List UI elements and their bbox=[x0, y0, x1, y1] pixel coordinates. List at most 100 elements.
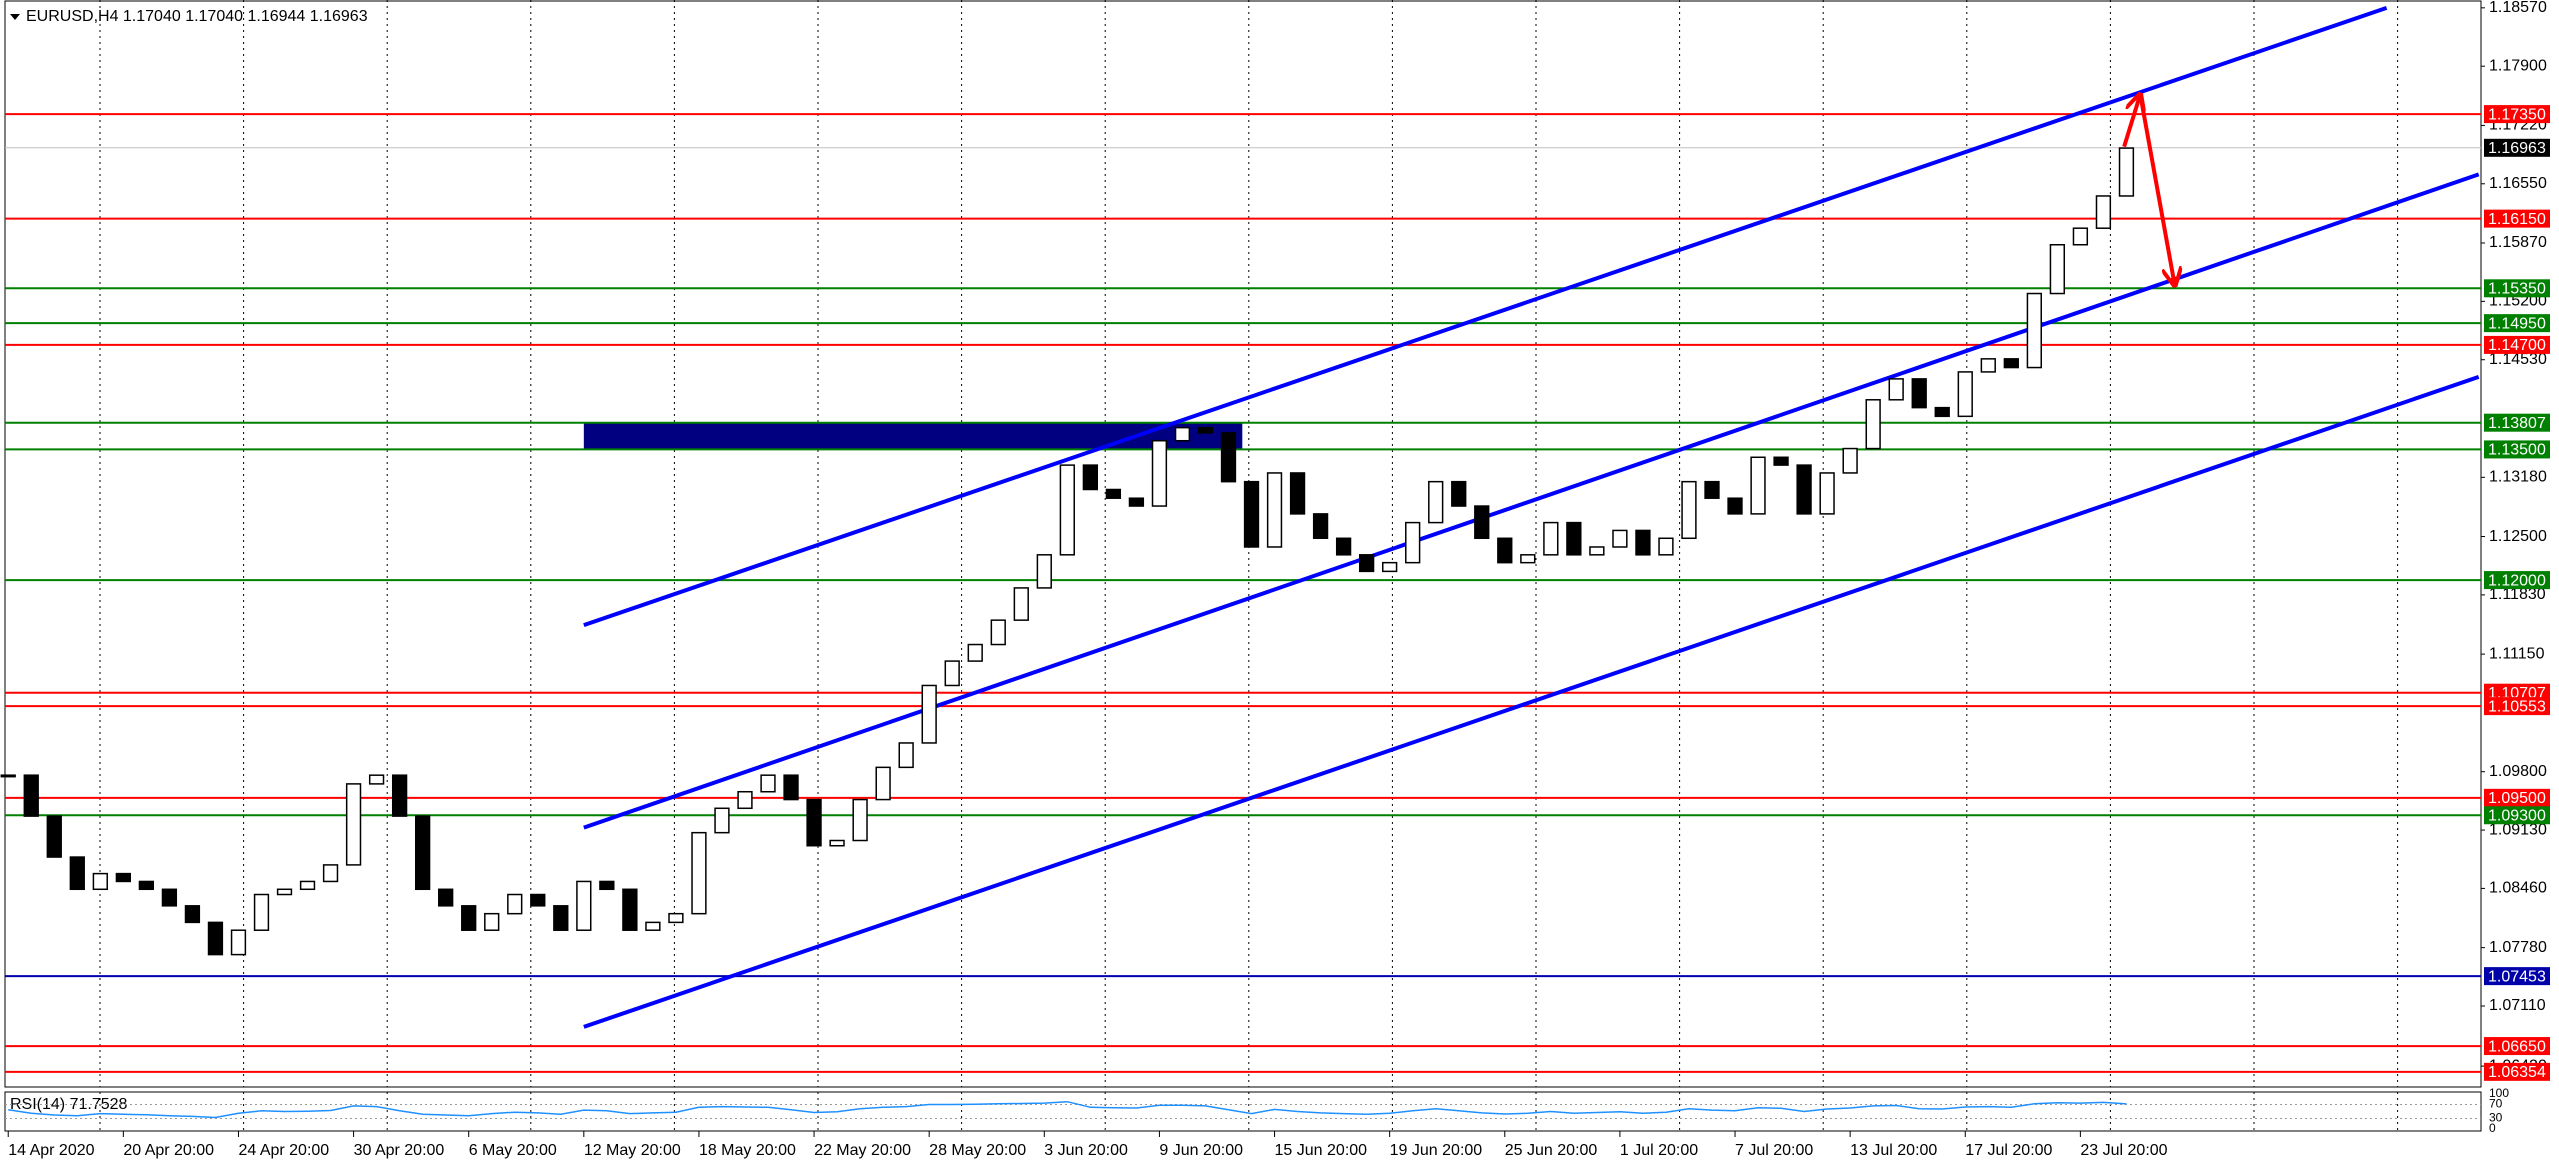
x-tick-label: 19 Jun 20:00 bbox=[1390, 1142, 1483, 1159]
candle bbox=[1405, 521, 1421, 564]
candle bbox=[23, 774, 39, 817]
y-tick-label: 1.15870 bbox=[2489, 234, 2547, 251]
candle bbox=[1243, 480, 1260, 548]
candle bbox=[253, 893, 270, 931]
plot-frame bbox=[4, 0, 2482, 1088]
trendline bbox=[583, 374, 2480, 1029]
y-tick-label: 1.08460 bbox=[2489, 880, 2547, 897]
candle bbox=[368, 774, 385, 785]
candle bbox=[1428, 480, 1444, 524]
candle bbox=[1266, 472, 1283, 548]
x-tick-label: 15 Jun 20:00 bbox=[1275, 1142, 1368, 1159]
candle bbox=[1842, 447, 1858, 474]
arrow bbox=[2138, 94, 2175, 285]
candle bbox=[1796, 464, 1812, 515]
candle bbox=[1082, 464, 1099, 491]
candle bbox=[184, 905, 201, 924]
current-price-label: 1.16963 bbox=[2488, 140, 2546, 157]
level-label: 1.13500 bbox=[2488, 442, 2546, 459]
rsi-tick-label: 70 bbox=[2489, 1097, 2503, 1111]
candle bbox=[691, 831, 707, 915]
level-label: 1.15350 bbox=[2488, 281, 2546, 298]
candle bbox=[1865, 399, 1881, 450]
level-box bbox=[2484, 697, 2550, 716]
current-price-box bbox=[2484, 138, 2550, 157]
candle bbox=[1312, 513, 1329, 540]
candle bbox=[668, 912, 684, 924]
candle bbox=[737, 790, 753, 810]
x-tick-label: 13 Jul 20:00 bbox=[1850, 1142, 1937, 1159]
level-label: 1.06650 bbox=[2488, 1038, 2546, 1055]
level-label: 1.14700 bbox=[2488, 337, 2546, 354]
rsi-label: RSI(14) 71.7528 bbox=[10, 1096, 128, 1113]
candle bbox=[299, 880, 316, 891]
x-tick-label: 28 May 20:00 bbox=[929, 1142, 1026, 1159]
y-tick-label: 1.07780 bbox=[2489, 939, 2547, 956]
y-tick-label: 1.12500 bbox=[2489, 528, 2547, 545]
candle bbox=[829, 839, 845, 847]
candle bbox=[230, 929, 247, 956]
candle bbox=[1128, 497, 1145, 507]
candle bbox=[92, 872, 108, 891]
rsi-tick-label: 100 bbox=[2489, 1086, 2509, 1100]
x-tick-label: 18 May 20:00 bbox=[699, 1142, 796, 1159]
candle bbox=[530, 893, 546, 907]
level-box bbox=[2484, 571, 2550, 590]
candle bbox=[1957, 371, 1973, 418]
candle bbox=[2118, 147, 2135, 197]
x-tick-label: 12 May 20:00 bbox=[584, 1142, 681, 1159]
candle bbox=[1013, 587, 1029, 621]
candle bbox=[484, 912, 500, 931]
candle bbox=[1335, 537, 1352, 556]
candle bbox=[1059, 464, 1075, 556]
y-tick-label: 1.16550 bbox=[2489, 175, 2547, 192]
candle bbox=[1520, 554, 1536, 564]
candle bbox=[0, 774, 16, 778]
level-box bbox=[2484, 279, 2550, 298]
x-tick-label: 9 Jun 20:00 bbox=[1159, 1142, 1243, 1159]
candle bbox=[69, 856, 85, 891]
candle bbox=[207, 921, 224, 956]
candle bbox=[115, 872, 132, 883]
menu-triangle[interactable] bbox=[10, 14, 20, 20]
candle bbox=[276, 888, 293, 896]
x-tick-label: 23 Jul 20:00 bbox=[2080, 1142, 2167, 1159]
candle bbox=[1911, 378, 1927, 409]
level-label: 1.10553 bbox=[2488, 698, 2546, 715]
trendline bbox=[583, 172, 2480, 830]
candle bbox=[391, 774, 408, 817]
y-tick-label: 1.17900 bbox=[2489, 57, 2547, 74]
level-box bbox=[2484, 440, 2550, 459]
candle bbox=[1151, 439, 1168, 507]
candle bbox=[852, 798, 868, 842]
x-tick-label: 24 Apr 20:00 bbox=[238, 1142, 329, 1159]
x-tick-label: 1 Jul 20:00 bbox=[1620, 1142, 1698, 1159]
candle bbox=[1220, 432, 1237, 483]
candle bbox=[1497, 537, 1513, 564]
level-label: 1.09300 bbox=[2488, 807, 2546, 824]
x-tick-label: 6 May 20:00 bbox=[469, 1142, 557, 1159]
candle bbox=[1819, 472, 1835, 515]
candle bbox=[599, 880, 615, 891]
candle bbox=[2026, 292, 2042, 369]
candle bbox=[1451, 480, 1467, 507]
level-box bbox=[2484, 209, 2550, 228]
x-tick-label: 25 Jun 20:00 bbox=[1505, 1142, 1598, 1159]
candle bbox=[2003, 358, 2019, 369]
rsi-tick-label: 30 bbox=[2489, 1111, 2503, 1125]
level-box bbox=[2484, 105, 2550, 124]
candle bbox=[161, 888, 178, 907]
candle bbox=[461, 905, 477, 931]
y-tick-label: 1.07110 bbox=[2489, 997, 2546, 1014]
y-tick-label: 1.11150 bbox=[2489, 645, 2545, 662]
candle bbox=[921, 684, 937, 744]
x-tick-label: 14 Apr 2020 bbox=[8, 1142, 94, 1159]
candle bbox=[1197, 426, 1214, 434]
y-tick-label: 1.09130 bbox=[2489, 821, 2547, 838]
candle bbox=[553, 905, 569, 931]
candle bbox=[1888, 378, 1904, 401]
level-label: 1.07453 bbox=[2488, 968, 2546, 985]
candle bbox=[1036, 554, 1052, 589]
rsi-frame bbox=[4, 1091, 2482, 1132]
